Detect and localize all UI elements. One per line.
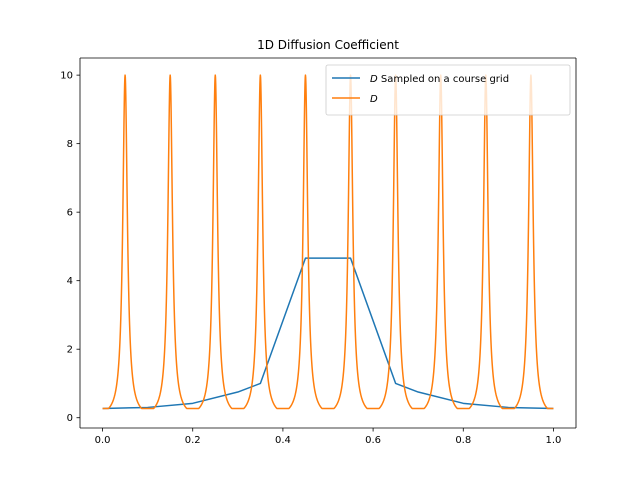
x-tick-label: 0.0 — [95, 435, 111, 446]
series-line-d — [102, 74, 554, 410]
x-tick-label: 1.0 — [546, 435, 562, 446]
legend-label: D Sampled on a course grid — [370, 74, 509, 85]
y-tick-label: 2 — [67, 345, 73, 356]
y-tick-label: 0 — [67, 413, 73, 424]
y-tick-label: 10 — [60, 71, 73, 82]
y-tick-label: 6 — [67, 208, 73, 219]
series-lines — [102, 74, 554, 410]
legend-box — [325, 64, 571, 116]
x-tick-label: 0.8 — [455, 435, 471, 446]
legend-label-italic: D — [370, 74, 378, 85]
x-tick-label: 0.6 — [365, 435, 381, 446]
x-axis: 0.0 0.2 0.4 0.6 0.8 1.0 — [95, 428, 562, 446]
legend-label-italic: D — [370, 94, 378, 105]
y-tick-label: 4 — [67, 276, 73, 287]
plot-area — [79, 57, 577, 429]
chart-title: 1D Diffusion Coefficient — [257, 38, 399, 52]
axes-spines — [79, 57, 577, 429]
y-tick-label: 8 — [67, 139, 73, 150]
legend-label-rest: Sampled on a course grid — [378, 74, 509, 85]
x-tick-label: 0.4 — [275, 435, 291, 446]
y-axis: 0 2 4 6 8 10 — [60, 71, 80, 424]
series-line-coarse-grid — [102, 257, 554, 410]
legend-label: D — [370, 94, 378, 105]
x-tick-label: 0.2 — [185, 435, 201, 446]
